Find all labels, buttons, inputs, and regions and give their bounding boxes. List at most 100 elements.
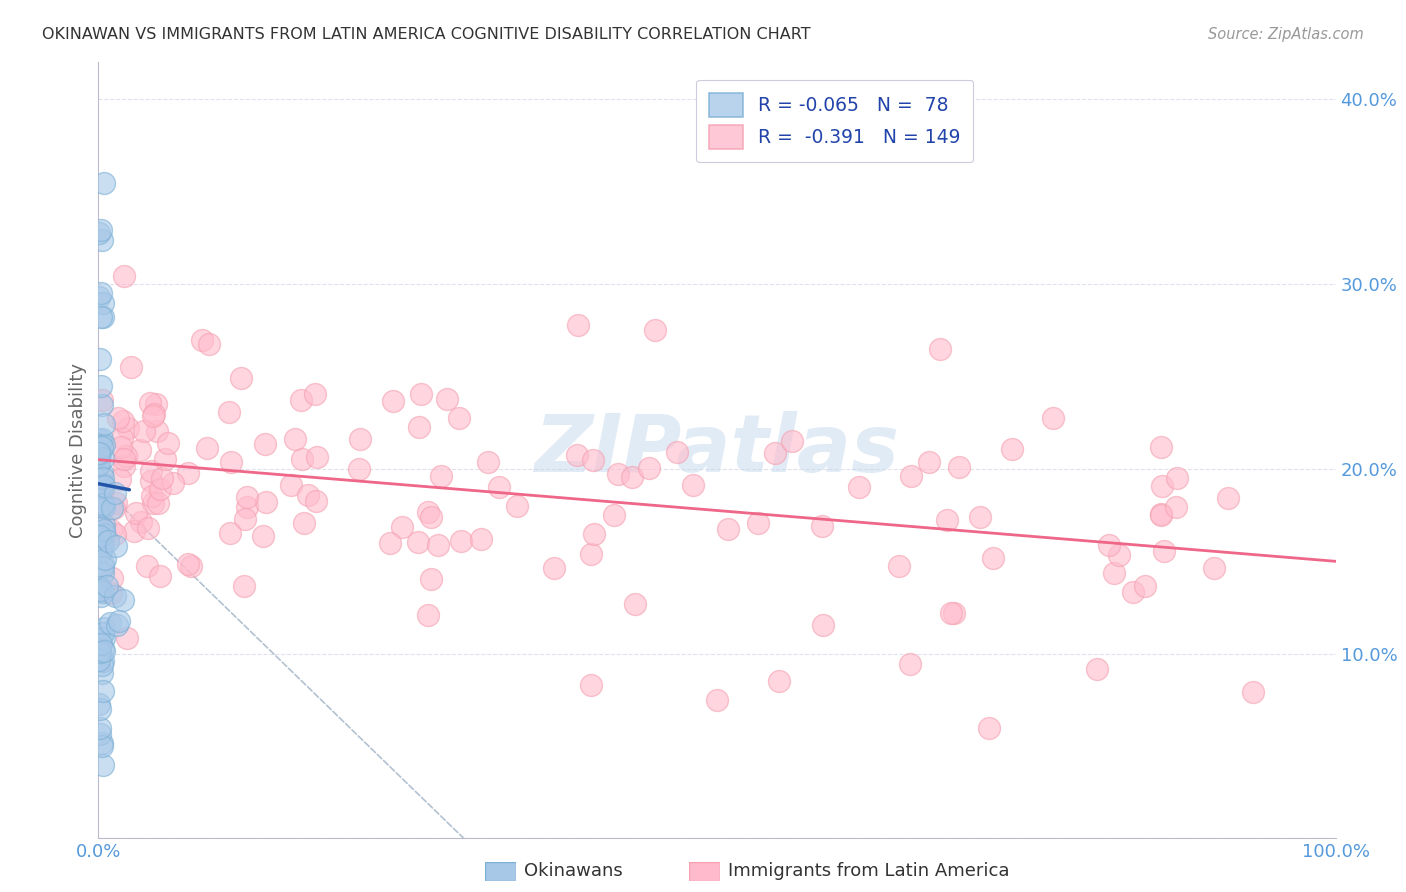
Point bbox=[142, 496, 165, 510]
Point bbox=[93, 523, 115, 537]
Point bbox=[90, 310, 112, 325]
Point bbox=[156, 435, 179, 450]
Point bbox=[93, 438, 115, 452]
Point bbox=[93, 644, 115, 658]
Point bbox=[180, 559, 202, 574]
Point bbox=[253, 436, 276, 450]
Point bbox=[717, 522, 740, 536]
Point bbox=[419, 509, 441, 524]
Point bbox=[706, 693, 728, 707]
Point bbox=[91, 310, 114, 324]
Point bbox=[918, 455, 941, 469]
Point bbox=[91, 433, 114, 447]
Point bbox=[135, 559, 157, 574]
Point bbox=[91, 566, 114, 581]
Point bbox=[1216, 491, 1239, 505]
Point bbox=[1153, 543, 1175, 558]
Point bbox=[606, 467, 628, 482]
Point bbox=[252, 529, 274, 543]
Point bbox=[939, 606, 962, 620]
Point bbox=[104, 486, 127, 500]
Point bbox=[112, 452, 135, 467]
Point bbox=[93, 551, 115, 566]
Point bbox=[347, 462, 370, 476]
Point bbox=[89, 727, 111, 741]
Legend: R = -0.065   N =  78, R =  -0.391   N = 149: R = -0.065 N = 78, R = -0.391 N = 149 bbox=[696, 79, 973, 162]
Point bbox=[104, 589, 127, 603]
Point bbox=[1042, 411, 1064, 425]
Point bbox=[90, 665, 112, 680]
Point bbox=[91, 296, 114, 310]
Point bbox=[89, 447, 111, 461]
Point bbox=[567, 448, 589, 462]
Text: OKINAWAN VS IMMIGRANTS FROM LATIN AMERICA COGNITIVE DISABILITY CORRELATION CHART: OKINAWAN VS IMMIGRANTS FROM LATIN AMERIC… bbox=[42, 27, 811, 42]
Point bbox=[936, 513, 959, 527]
Point bbox=[122, 524, 145, 539]
Point bbox=[87, 459, 110, 474]
Point bbox=[89, 702, 111, 716]
Point bbox=[280, 478, 302, 492]
Point bbox=[91, 757, 114, 772]
Point bbox=[139, 396, 162, 410]
Point bbox=[219, 526, 242, 541]
Point bbox=[93, 621, 115, 635]
Point bbox=[1150, 440, 1173, 454]
Point bbox=[89, 351, 111, 366]
Point bbox=[488, 480, 510, 494]
Point bbox=[100, 586, 122, 600]
Point bbox=[436, 392, 458, 406]
Point bbox=[666, 445, 689, 459]
Point bbox=[177, 466, 200, 480]
Point bbox=[107, 411, 129, 425]
Point bbox=[284, 432, 307, 446]
Point bbox=[1241, 685, 1264, 699]
Point bbox=[87, 457, 110, 471]
Point bbox=[145, 397, 167, 411]
Point bbox=[1150, 508, 1173, 522]
Point bbox=[93, 631, 115, 645]
Point bbox=[391, 520, 413, 534]
Point bbox=[638, 460, 661, 475]
Point bbox=[236, 490, 259, 504]
Point bbox=[1122, 585, 1144, 599]
Point bbox=[105, 539, 128, 553]
Point bbox=[91, 736, 114, 750]
Point bbox=[91, 497, 114, 511]
Point bbox=[142, 407, 165, 421]
Point bbox=[150, 471, 173, 485]
Point bbox=[87, 460, 110, 475]
Point bbox=[129, 515, 152, 529]
Point bbox=[420, 572, 443, 586]
Point bbox=[90, 657, 112, 672]
Point bbox=[236, 500, 259, 514]
Point bbox=[96, 579, 118, 593]
Point bbox=[506, 499, 529, 513]
Point bbox=[219, 455, 242, 469]
Point bbox=[91, 476, 114, 491]
Point bbox=[582, 527, 605, 541]
Point bbox=[581, 547, 603, 561]
Point bbox=[90, 535, 112, 549]
Point bbox=[141, 464, 163, 478]
Point bbox=[889, 559, 911, 574]
Text: ZIPatlas: ZIPatlas bbox=[534, 411, 900, 490]
Point bbox=[89, 227, 111, 241]
Point bbox=[93, 625, 115, 640]
Point bbox=[100, 616, 122, 631]
Point bbox=[291, 452, 314, 467]
Point bbox=[112, 459, 135, 474]
Point bbox=[141, 490, 163, 504]
Text: Source: ZipAtlas.com: Source: ZipAtlas.com bbox=[1208, 27, 1364, 42]
Point bbox=[110, 440, 132, 454]
Point bbox=[942, 606, 965, 620]
Point bbox=[90, 582, 112, 597]
Point bbox=[91, 450, 114, 465]
Point bbox=[111, 593, 134, 607]
Point bbox=[91, 392, 114, 407]
Point bbox=[1102, 566, 1125, 581]
Point bbox=[90, 544, 112, 558]
Point bbox=[90, 739, 112, 753]
Point bbox=[763, 446, 786, 460]
Point bbox=[543, 561, 565, 575]
Point bbox=[146, 496, 169, 510]
